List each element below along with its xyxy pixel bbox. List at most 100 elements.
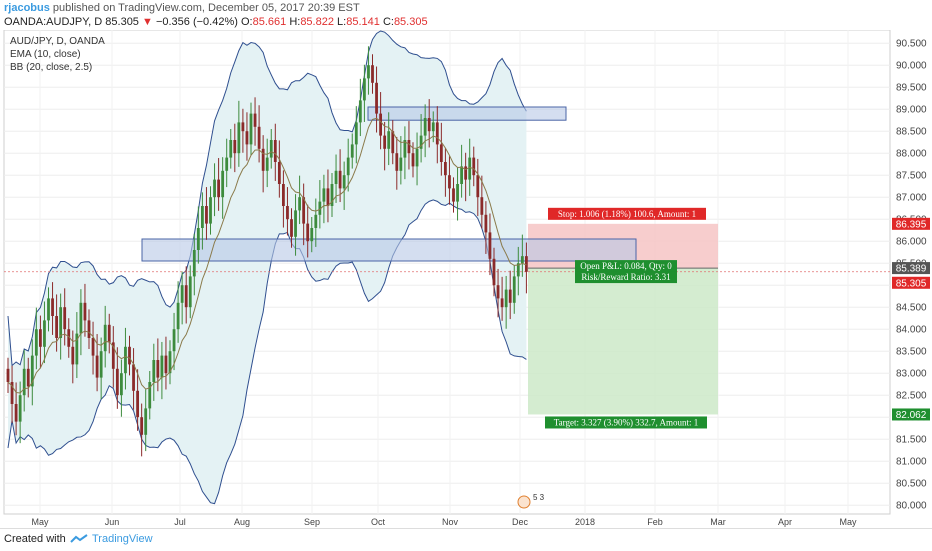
tradingview-logo-icon: [70, 534, 88, 543]
candle-body: [516, 263, 520, 277]
candle-body: [148, 382, 152, 409]
stop-price-badge: 86.395: [896, 219, 927, 230]
candle-body: [83, 302, 87, 321]
candle-body: [290, 219, 293, 237]
author-link[interactable]: rjacobus: [4, 2, 50, 14]
price-tick-label: 88.500: [896, 127, 927, 138]
price-tick-label: 80.000: [896, 501, 927, 512]
candle-body: [257, 126, 261, 149]
position-labels: Stop: 1.006 (1.18%) 100.6, Amount: 1 Open…: [517, 207, 707, 509]
high-value: 85.822: [300, 16, 334, 28]
candle-body: [124, 346, 127, 374]
price-axis[interactable]: 80.00080.50081.00081.50082.00082.50083.0…: [892, 39, 930, 512]
candle-body: [488, 232, 492, 259]
target-label-bg: [545, 416, 707, 429]
candle-body: [79, 302, 83, 334]
candle-body: [456, 184, 459, 202]
time-axis[interactable]: May Jun Jul Aug Sep Oct Nov Dec 2018 Feb Mar Apr May: [31, 517, 857, 527]
candle-body: [269, 140, 273, 158]
candle-body: [6, 368, 10, 382]
candle-body: [302, 197, 306, 224]
candle-body: [480, 197, 484, 215]
stop-label-bg: [548, 207, 706, 220]
candle-body: [34, 329, 38, 356]
candle-body: [144, 408, 148, 435]
candle-body: [314, 214, 318, 228]
price-tick-label: 83.500: [896, 347, 927, 358]
candle-body: [47, 298, 50, 321]
candle-body: [512, 276, 516, 303]
candle-body: [172, 329, 176, 352]
candle-body: [342, 175, 346, 189]
events-icon: [517, 495, 531, 509]
candle-body: [391, 131, 395, 154]
candle-body: [468, 157, 472, 180]
candle-body: [217, 179, 220, 198]
candle-body: [484, 214, 488, 233]
candle-body: [176, 302, 180, 330]
last-price-badge-bg: [892, 276, 930, 289]
candle-body: [500, 298, 504, 308]
time-tick-label: May: [31, 517, 49, 527]
candlesticks: [6, 46, 528, 457]
target-price-badge: 82.062: [896, 410, 927, 421]
legend-title: AUD/JPY, D, OANDA: [10, 36, 105, 47]
candle-body: [99, 351, 103, 378]
high-label: H:: [289, 16, 301, 28]
candle-body: [120, 373, 123, 396]
candle-body: [318, 201, 322, 215]
candle-body: [261, 148, 265, 171]
candle-body: [249, 113, 253, 145]
candle-body: [496, 285, 500, 299]
candle-body: [383, 135, 387, 149]
candle-body: [358, 100, 362, 123]
candle-body: [103, 324, 107, 352]
ema-line: [7, 117, 527, 394]
rr-label: Risk/Reward Ratio: 3.31: [581, 272, 670, 282]
candle-body: [419, 135, 423, 149]
time-tick-label: Feb: [647, 517, 663, 527]
candle-body: [520, 256, 524, 264]
candle-body: [245, 131, 249, 145]
symbol-line: OANDA:AUDJPY, D 85.305 ▼ −0.356 (−0.42%)…: [4, 16, 428, 28]
ema-path: [7, 117, 527, 394]
price-tick-label: 83.000: [896, 369, 927, 380]
candle-body: [39, 329, 42, 347]
candle-body: [294, 210, 297, 237]
candle-body: [184, 285, 188, 308]
candle-body: [282, 184, 285, 206]
candle-body: [508, 289, 512, 303]
candle-body: [525, 256, 528, 272]
candle-body: [75, 333, 79, 365]
candle-body: [322, 188, 326, 202]
candle-body: [265, 157, 269, 171]
candle-body: [310, 228, 314, 242]
time-tick-label: Mar: [710, 517, 726, 527]
candle-body: [354, 122, 358, 145]
candle-body: [71, 346, 75, 365]
time-tick-label: 2018: [575, 517, 595, 527]
candle-body: [111, 342, 115, 369]
candle-body: [306, 223, 310, 242]
price-tick-label: 84.500: [896, 303, 927, 314]
price-chart[interactable]: Stop: 1.006 (1.18%) 100.6, Amount: 1 Open…: [0, 30, 932, 528]
candle-body: [346, 157, 350, 176]
candle-body: [136, 390, 139, 418]
open-value: 85.661: [252, 16, 287, 28]
candle-body: [375, 82, 378, 114]
price-tick-label: 90.000: [896, 61, 927, 72]
legend-bb: BB (20, close, 2.5): [10, 62, 93, 73]
candle-body: [460, 166, 463, 184]
candle-body: [115, 368, 119, 396]
candle-body: [435, 122, 439, 145]
price-tick-label: 84.000: [896, 325, 927, 336]
candle-body: [192, 250, 196, 277]
time-tick-label: Dec: [512, 517, 529, 527]
stop-label: Stop: 1.006 (1.18%) 100.6, Amount: 1: [558, 209, 696, 219]
target-zone: [528, 268, 718, 415]
tradingview-link[interactable]: TradingView: [92, 533, 153, 545]
candle-body: [156, 360, 160, 378]
price-tick-label: 81.000: [896, 457, 927, 468]
candle-body: [253, 113, 257, 127]
price-tick-label: 86.000: [896, 237, 927, 248]
